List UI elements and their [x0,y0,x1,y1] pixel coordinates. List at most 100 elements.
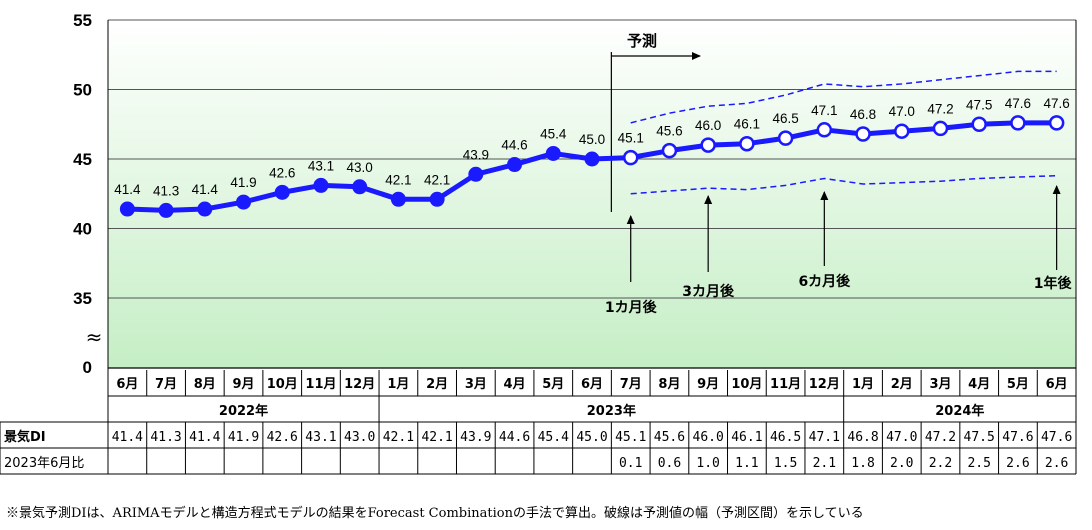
table-row-label-0: 景気DI [4,429,46,445]
data-point-12 [584,151,600,167]
point-labels: 41.4 41.3 41.4 41.9 42.6 43.1 43.0 42.1 42.1 43.9… [114,96,1070,199]
y-tick-label-3: 50 [73,81,92,100]
annotation-label-3: 1年後 [1034,275,1073,292]
table-cell-1-13: 0.1 [619,456,642,471]
data-point-22 [971,116,987,132]
table-cell-0-15: 46.0 [693,430,724,445]
point-label-11: 45.4 [540,126,567,141]
data-point-9 [468,166,484,182]
table-cell-0-8: 42.1 [421,430,452,445]
data-point-18 [816,122,833,138]
point-label-13: 45.1 [618,131,644,146]
x-tick-label-14: 8月 [658,377,680,392]
point-label-23: 47.6 [1005,96,1031,111]
table-cell-0-23: 47.6 [1002,430,1033,445]
point-label-0: 41.4 [114,182,141,197]
point-label-21: 47.2 [927,101,953,116]
band-lower [630,174,1057,195]
table-cell-0-16: 46.1 [731,430,762,445]
data-point-23 [1010,115,1026,131]
x-tick-label-0: 6月 [116,377,138,392]
annotations: 1カ月後 3カ月後 6カ月後 1年後 [605,185,1073,316]
x-tick-label-10: 4月 [504,377,526,392]
plot-background [108,20,1076,368]
table-cell-1-21: 2.2 [929,456,952,471]
point-label-1: 41.3 [153,183,179,198]
data-point-7 [390,191,406,207]
point-label-3: 41.9 [230,175,256,190]
table-cell-1-17: 1.5 [774,456,797,471]
table-cell-0-17: 46.5 [770,430,801,445]
table-cell-1-14: 0.6 [658,456,681,471]
footnote: ※景気予測DIは、ARIMAモデルと構造方程式モデルの結果をForecast C… [6,506,864,521]
table-cell-1-19: 1.8 [851,456,874,471]
table-cell-0-4: 42.6 [267,430,298,445]
data-point-21 [932,120,949,137]
x-tick-label-2: 8月 [194,377,216,392]
data-point-6 [352,179,368,195]
table-row-label-1: 2023年6月比 [4,456,84,471]
data-point-3 [236,194,252,210]
data-point-0 [119,201,135,217]
data-point-5 [313,177,329,193]
annotation-label-0: 1カ月後 [605,299,658,316]
year-label-2: 2024年 [935,403,984,419]
table-cell-0-14: 45.6 [654,430,685,445]
x-tick-label-11: 5月 [542,377,564,392]
table-cell-0-22: 47.5 [964,430,995,445]
data-point-4 [274,184,290,200]
x-tick-label-6: 12月 [344,377,375,392]
data-point-1 [158,202,174,218]
x-tick-label-12: 6月 [581,377,603,392]
x-tick-label-15: 9月 [697,377,719,392]
x-tick-label-18: 12月 [809,377,840,392]
point-label-24: 47.6 [1043,96,1069,111]
point-label-10: 44.6 [501,138,527,153]
table-cell-0-6: 43.0 [344,430,375,445]
table-cell-0-20: 47.0 [886,430,917,445]
x-tick-label-24: 6月 [1046,377,1068,392]
forecast-label: 予測 [627,32,657,50]
annotation-label-1: 3カ月後 [682,283,735,300]
data-point-14 [661,142,678,159]
table-cell-0-3: 41.9 [228,430,259,445]
data-point-11 [545,145,561,161]
table-cell-1-18: 2.1 [813,456,836,471]
x-tick-label-7: 1月 [387,377,409,392]
x-tick-label-16: 10月 [731,377,762,392]
x-tick-label-1: 7月 [155,377,177,392]
table-cell-1-23: 2.6 [1006,456,1029,471]
point-label-20: 47.0 [889,104,915,119]
table-cell-0-9: 43.9 [460,430,491,445]
data-point-20 [894,123,910,139]
table-cell-0-11: 45.4 [538,430,569,445]
annotation-label-2: 6カ月後 [798,273,851,290]
point-label-6: 43.0 [347,160,373,175]
table-cell-0-21: 47.2 [925,430,956,445]
x-tick-label-19: 1月 [852,377,874,392]
table-cell-0-2: 41.4 [189,430,220,445]
data-point-24 [1048,115,1065,131]
forecast-marker: 予測 [610,32,701,212]
point-label-17: 46.5 [772,111,798,126]
dicast-chart: 35 40 45 50 55 0 ≈ 予測 41.4 41.3 41.4 41.9 42.6 43.1… [0,11,1077,475]
point-label-15: 46.0 [695,118,721,133]
data-point-16 [739,135,755,152]
data-point-15 [700,137,716,153]
table-cell-1-16: 1.1 [735,456,758,471]
y-tick-label-0: 35 [73,289,92,308]
x-tick-label-13: 7月 [620,377,642,392]
point-label-9: 43.9 [463,147,489,162]
table-cell-0-0: 41.4 [112,430,143,445]
table-cell-1-24: 2.6 [1045,456,1068,471]
table-cell-0-18: 47.1 [809,430,840,445]
table-cell-0-10: 44.6 [499,430,530,445]
x-tick-label-9: 3月 [465,377,487,392]
y-axis: 35 40 45 50 55 0 ≈ [73,11,102,377]
table-cell-0-7: 42.1 [383,430,414,445]
point-label-16: 46.1 [734,117,760,132]
point-label-14: 45.6 [656,124,682,139]
point-label-19: 46.8 [850,107,876,122]
table-cell-1-15: 1.0 [696,456,719,471]
axis-break-symbol: ≈ [86,325,103,349]
